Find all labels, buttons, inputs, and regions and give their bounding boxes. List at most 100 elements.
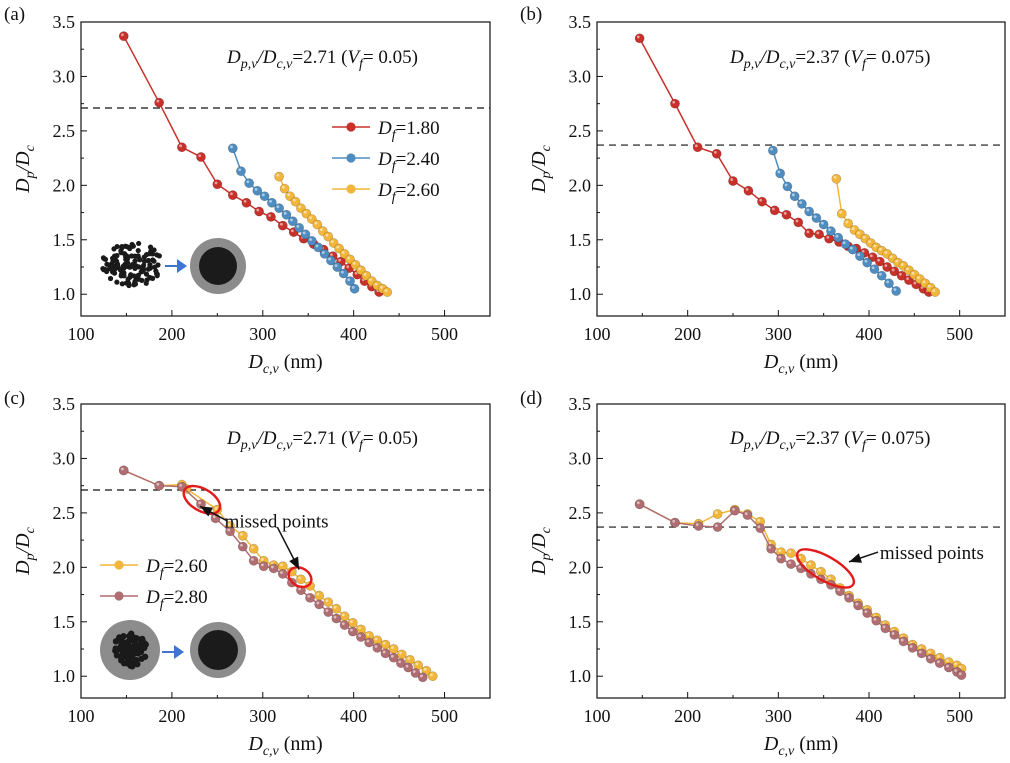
aggregate-particle [114,279,120,285]
missed-points-ellipse [795,548,856,589]
legend-entry: Df=1.80 [332,118,440,143]
data-point [925,653,936,664]
aggregate-particle [127,245,133,252]
data-point-highlight [768,546,772,549]
data-point [212,179,223,190]
y-axis-label-sub: c [23,144,38,151]
data-point [670,98,680,109]
aggregate-particle [126,650,133,657]
y-tick-label: 2.5 [569,121,592,141]
legend-sub: f [160,597,166,612]
data-point [296,574,306,585]
panel-label: (c) [4,388,25,409]
aggregate-particle [117,638,125,645]
data-point [236,166,246,177]
data-point-highlight [380,285,383,289]
data-point-highlight [198,501,202,505]
data-point-highlight [820,221,824,225]
data-point [742,510,753,520]
data-point-highlight [398,660,402,664]
data-point [331,603,342,614]
data-point [766,543,776,554]
aggregate-particle [132,258,138,264]
x-tick-label: 400 [856,324,883,344]
data-point-highlight [927,650,931,654]
data-point-highlight [893,288,897,291]
x-axis-label: Dc,v (nm) [763,351,838,377]
data-point-highlight [156,99,160,103]
data-point-highlight [290,229,294,233]
y-axis-label-mid: /D [528,533,550,555]
anno-part: V [850,428,864,449]
aggregate-particle [112,266,118,272]
data-point-highlight [330,253,333,257]
aggregate-particle [143,271,150,277]
data-point-highlight [302,231,306,235]
y-tick-label: 3.5 [569,394,592,414]
legend-val: =2.60 [164,556,208,577]
data-point-highlight [694,144,698,148]
data-point-highlight [873,244,877,248]
data-point [871,615,882,626]
aggregate-particle [141,653,149,660]
data-point-highlight [230,192,233,196]
data-point [331,613,342,624]
data-point [769,205,780,216]
data-point [862,257,873,268]
data-point-highlight [808,562,812,566]
y-axis-label: Dp/Dc [12,144,38,193]
data-point [930,287,941,297]
panel-a: (a) 100 200 300 400 500 1.0 1.5 2.0 2.5 3.0 3.5 Dc,v… [4,4,491,377]
series-line [123,469,424,678]
data-point-highlight [341,613,345,617]
data-point [634,499,645,510]
data-point-highlight [714,524,718,528]
data-point-highlight [857,253,861,257]
data-point-highlight [341,622,345,626]
data-point-highlight [314,221,318,225]
y-axis-label-sub: p [539,553,554,561]
aggregate-particle [139,635,146,643]
data-point-highlight [420,674,423,678]
data-point-highlight [336,245,340,249]
x-axis-label-unit: (nm) [279,351,323,373]
data-point-highlight [276,173,280,177]
y-axis-label-mid: /D [528,151,550,173]
data-point-highlight [851,227,855,230]
data-point-highlight [828,228,832,232]
data-point [884,278,894,289]
legend-marker [346,122,356,132]
legend-val: =2.60 [396,180,440,201]
x-tick-label: 100 [584,324,611,344]
data-point-highlight [788,561,792,565]
data-point-highlight [744,512,748,516]
x-tick-label: 500 [946,324,973,344]
x-tick-label: 200 [674,706,701,726]
anno-part: D [226,428,241,449]
x-tick-label: 300 [249,706,276,726]
data-point-highlight [877,258,880,262]
anno-sub: c,v [779,438,796,453]
aggregate-particle [151,247,157,253]
legend-main: D [145,556,160,577]
data-point [786,559,796,569]
data-point-highlight [864,610,868,614]
data-point-highlight [316,601,320,605]
data-point-highlight [334,264,338,267]
anno-sub: f [359,57,365,72]
x-tick-label: 400 [856,706,883,726]
y-tick-label: 2.0 [53,175,76,195]
panel-label: (b) [520,4,542,25]
anno-part: =2.37 ( [795,47,850,68]
x-tick-label: 200 [158,324,185,344]
data-point-highlight [338,258,342,262]
data-point-highlight [354,271,358,275]
x-axis-label: Dc,v (nm) [247,351,322,377]
aggregate-particle [100,265,106,272]
aggregate-particle [131,273,137,279]
anno-sub: p,v [743,57,762,72]
data-point-highlight [839,210,842,214]
x-tick-label: 500 [946,706,973,726]
aggregate-particle [145,257,151,264]
anno-sub: f [862,57,868,72]
